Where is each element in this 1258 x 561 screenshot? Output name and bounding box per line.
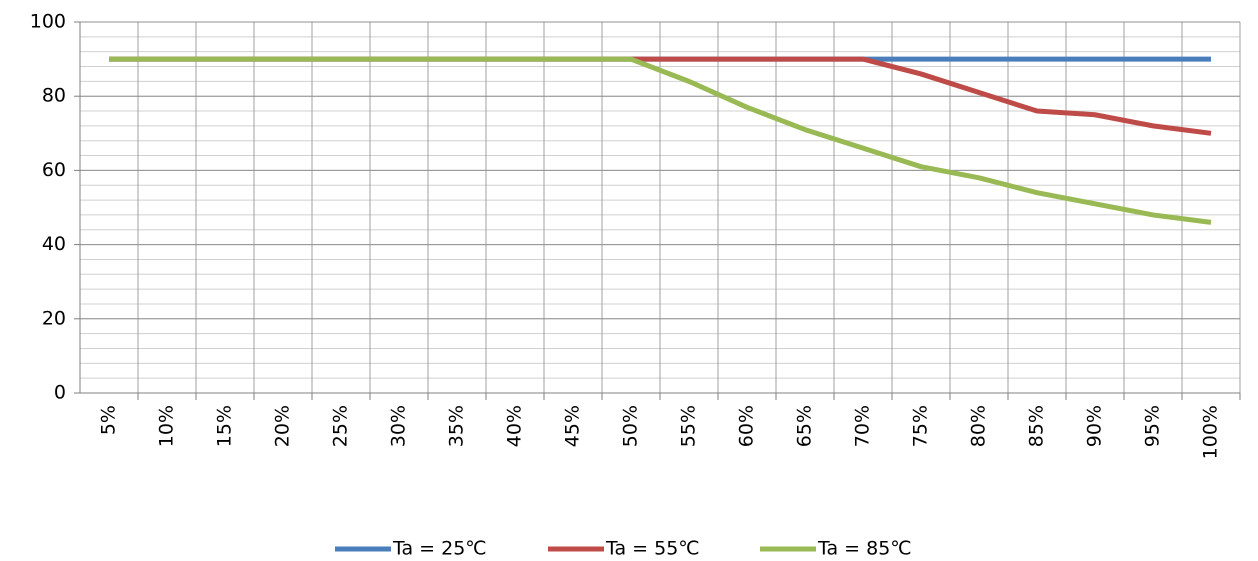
y-tick-label: 100 [30,11,66,33]
legend-label: Ta = 85℃ [817,538,912,560]
x-tick-label: 15% [214,405,236,447]
x-tick-label: 40% [504,405,526,447]
x-tick-label: 70% [852,405,874,447]
legend-label: Ta = 55℃ [605,538,700,560]
x-tick-label: 65% [794,405,816,447]
x-tick-label: 55% [678,405,700,447]
x-tick-label: 80% [968,405,990,447]
x-tick-label: 25% [330,405,352,447]
x-tick-label: 75% [910,405,932,447]
series-line [109,56,1212,225]
x-tick-label: 60% [736,405,758,447]
x-tick-label: 90% [1084,405,1106,447]
x-tick-label: 5% [98,405,120,435]
x-tick-label: 100% [1200,405,1222,459]
y-tick-label: 0 [54,382,66,404]
x-tick-label: 20% [272,405,294,447]
x-tick-label: 85% [1026,405,1048,447]
legend-label: Ta = 25℃ [392,538,487,560]
x-tick-label: 30% [388,405,410,447]
x-tick-label: 45% [562,405,584,447]
x-tick-label: 10% [156,405,178,447]
y-tick-label: 60 [42,159,66,181]
y-tick-label: 40 [42,233,66,255]
y-tick-label: 20 [42,307,66,329]
y-tick-label: 80 [42,85,66,107]
x-tick-label: 50% [620,405,642,447]
x-tick-label: 95% [1142,405,1164,447]
x-tick-label: 35% [446,405,468,447]
